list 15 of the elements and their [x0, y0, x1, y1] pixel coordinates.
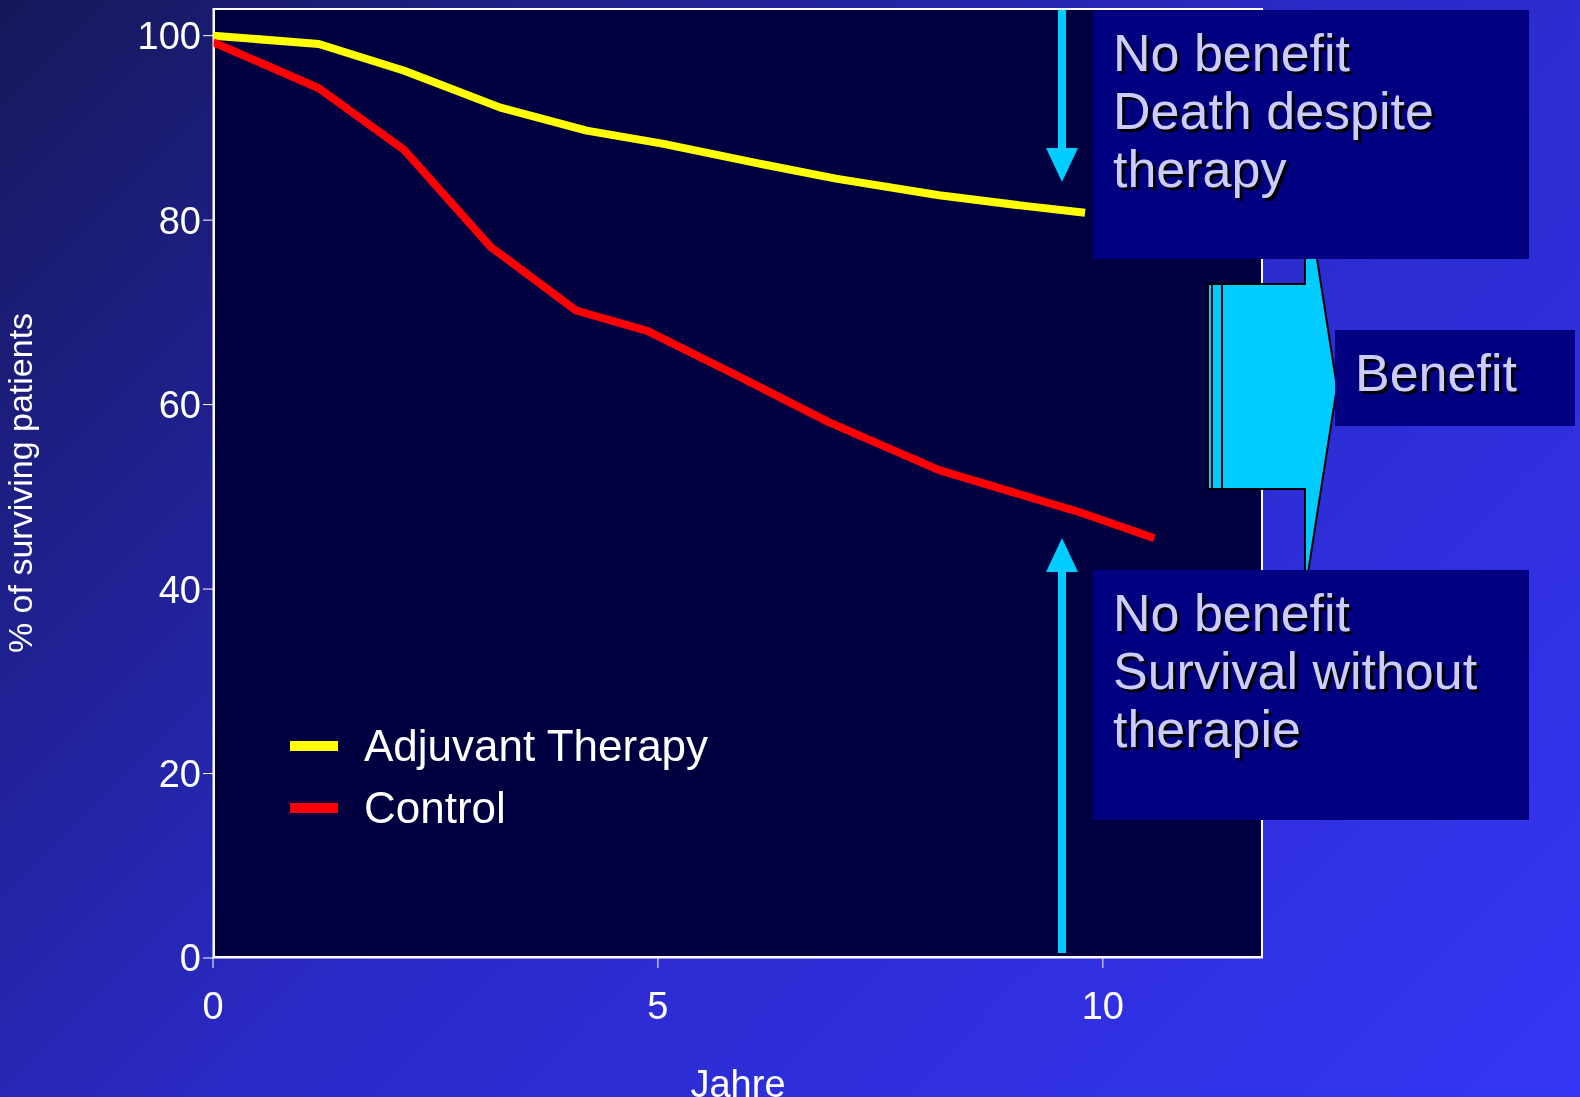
x-tick-label: 10 [1081, 984, 1124, 1027]
annotation: No benefit Death despite therapy [1093, 10, 1529, 259]
x-axis-title: Jahre [690, 1063, 786, 1097]
y-tick-label: 0 [179, 937, 201, 980]
y-tick-label: 60 [158, 384, 201, 427]
text: Benefit [1335, 330, 1575, 426]
y-tick-label: 80 [158, 199, 201, 242]
y-tick-label: 100 [137, 15, 201, 58]
y-axis-title: % of surviving patients [1, 312, 40, 654]
legend-label: Adjuvant Therapy [363, 720, 709, 772]
y-tick-label: 20 [158, 753, 201, 796]
y-tick-label: 40 [158, 568, 201, 611]
x-tick-label: 5 [647, 984, 669, 1027]
annotation: No benefit Survival without therapie [1093, 570, 1529, 820]
legend-label: Control [363, 782, 507, 834]
